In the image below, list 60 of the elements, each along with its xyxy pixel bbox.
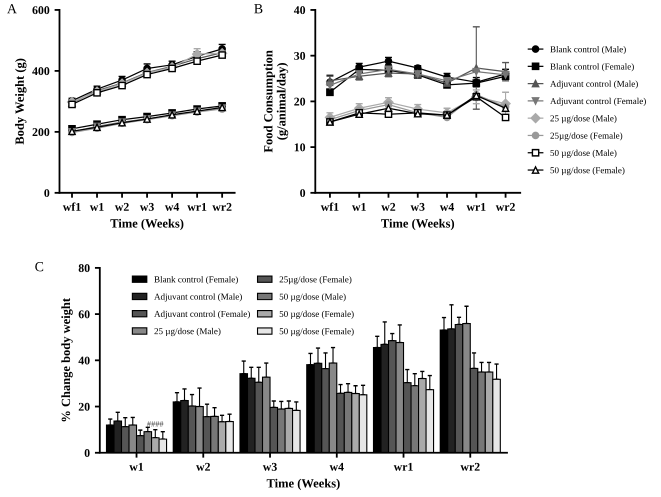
y-tick-label: 0 — [84, 449, 90, 457]
text: C — [35, 262, 44, 272]
x-tick-label: wr1 — [394, 462, 413, 471]
x-tick-label: wf1 — [320, 202, 339, 211]
y-axis-title: % Change body weight — [61, 298, 73, 422]
x-tick-label: w3 — [410, 202, 425, 211]
x-tick-label: w2 — [114, 202, 129, 211]
y-tick-label: 20 — [78, 402, 90, 411]
x-tick-label: w2 — [381, 202, 396, 211]
legend-label: Adjuvant control (Male) — [550, 80, 638, 89]
legend-label: 50 µg/dose (Male) — [280, 293, 346, 302]
x-tick-label: wr2 — [460, 462, 480, 471]
y-tick-label: 30 — [294, 52, 306, 60]
x-tick-label: wr2 — [212, 202, 232, 211]
y-tick-label: 0 — [44, 189, 50, 198]
x-tick-label: w1 — [352, 202, 366, 211]
x-tick-label: w4 — [164, 202, 180, 211]
text: A — [7, 4, 17, 14]
y-tick-label: 40 — [78, 356, 90, 365]
legend-label: Adjuvant control (Female) — [154, 310, 250, 319]
y-tick-label: 200 — [32, 128, 50, 136]
x-tick-label: w4 — [440, 202, 454, 211]
annotation: #### — [147, 421, 164, 427]
y-tick-label: 400 — [32, 67, 50, 76]
legend-label: 50 µg/dose (Female) — [280, 328, 354, 336]
y-tick-label: 600 — [32, 6, 50, 14]
y-tick-label: 40 — [294, 6, 306, 14]
legend-label: 25µg/dose (Female) — [550, 132, 622, 141]
legend-label: Adjuvant control (Female) — [550, 98, 646, 106]
legend-label: 25µg/dose (Female) — [280, 276, 352, 284]
x-axis-title: Time (Weeks) — [381, 218, 454, 230]
x-tick-label: w1 — [90, 202, 104, 211]
y-tick-label: 20 — [294, 98, 306, 106]
x-tick-label: w2 — [196, 462, 210, 471]
x-tick-label: wr1 — [466, 202, 486, 211]
legend-label: Blank control (Female) — [550, 63, 634, 72]
x-tick-label: wf1 — [62, 202, 81, 211]
legend-label: Blank control (Female) — [154, 276, 238, 284]
legend-label: 50 µg/dose (Male) — [550, 150, 616, 158]
x-tick-label: w4 — [330, 462, 344, 471]
y-tick-label: 10 — [294, 143, 306, 152]
legend-label: 50 µg/dose (Female) — [550, 166, 624, 176]
x-tick-label: wr2 — [496, 202, 515, 211]
legend-label: 25 µg/dose (Male) — [550, 115, 616, 124]
x-axis-title: Time (Weeks) — [110, 218, 184, 230]
y-axis-title: Body Weight (g) — [15, 58, 27, 144]
y-tick-label: 60 — [78, 310, 90, 318]
y-tick-label: 80 — [78, 264, 90, 272]
legend-label: Blank control (Male) — [550, 46, 626, 54]
x-tick-label: w3 — [140, 202, 154, 211]
y-tick-label: 0 — [300, 189, 306, 198]
x-tick-label: wr1 — [187, 202, 206, 211]
text: B — [254, 4, 262, 14]
x-axis-title: Time (Weeks) — [266, 478, 340, 490]
legend-label: 50 µg/dose (Female) — [280, 310, 354, 319]
y-axis-title: Food Consumption (g/animal/day) — [264, 50, 288, 152]
x-tick-label: w1 — [129, 462, 144, 471]
legend-label: 25 µg/dose (Male) — [154, 328, 221, 336]
legend-label: Adjuvant control (Male) — [154, 293, 242, 302]
x-tick-label: w3 — [262, 462, 277, 471]
